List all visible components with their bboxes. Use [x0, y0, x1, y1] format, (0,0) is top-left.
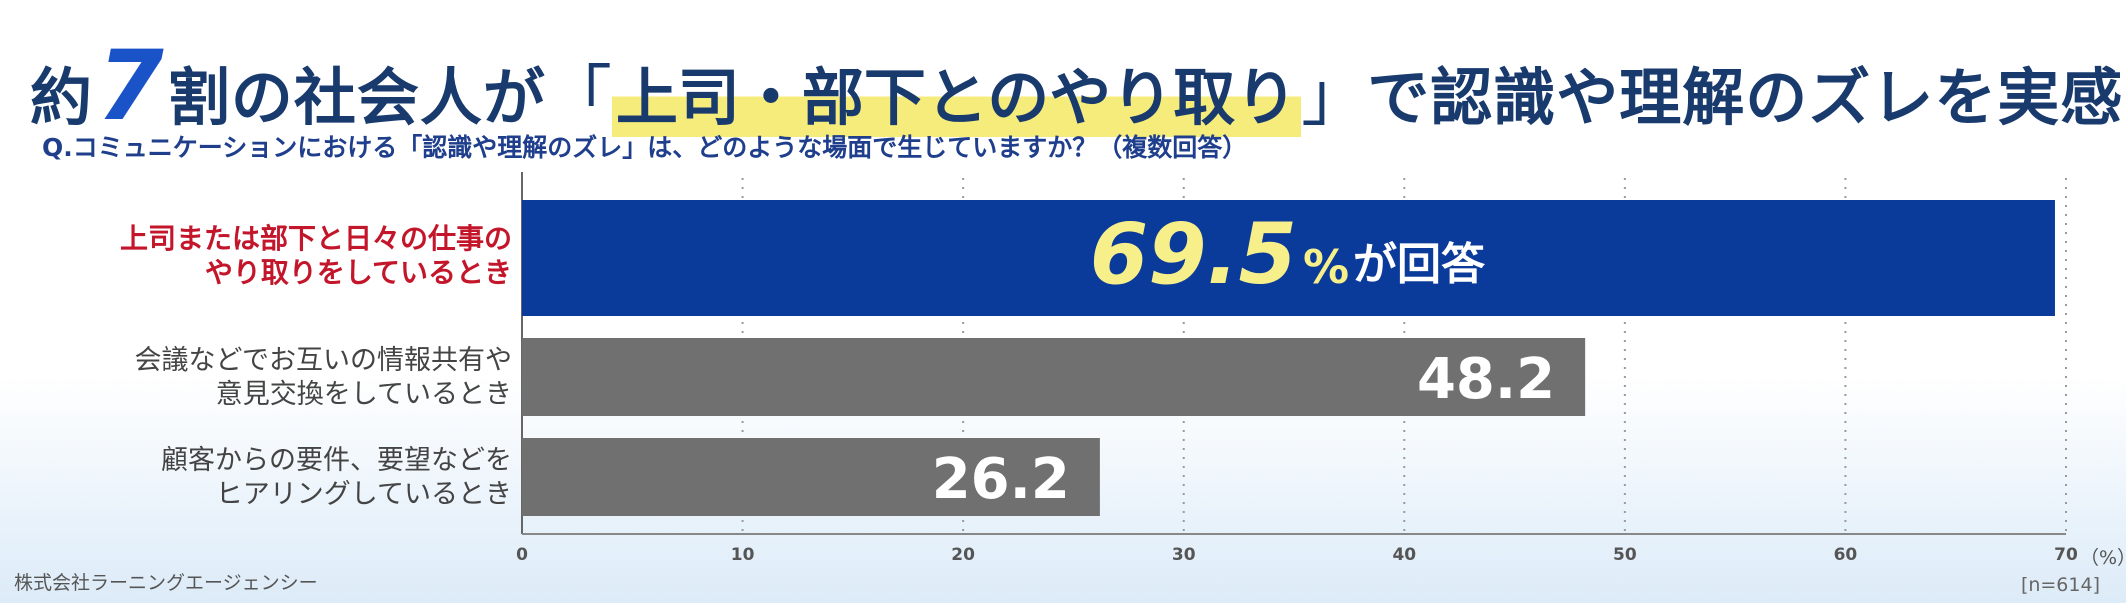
title-big-number: 7: [97, 30, 164, 142]
category-label-line: やり取りをしているとき: [204, 256, 512, 289]
x-tick-label: 70: [2054, 545, 2078, 565]
category-label: 上司または部下と日々の仕事の やり取りをしているとき: [120, 222, 512, 290]
bar: [522, 338, 1586, 416]
bar-value-label: 26.2: [932, 447, 1070, 512]
x-tick-label: 0: [516, 545, 528, 565]
x-tick-label: 60: [1834, 545, 1858, 565]
x-axis-unit: （%）: [2080, 547, 2126, 569]
bar-value-suffix: が回答: [1353, 239, 1486, 290]
bar: [522, 200, 2055, 316]
bar-value-label: 69.5: [1090, 205, 1297, 303]
x-tick-label: 20: [951, 545, 975, 565]
x-tick-label: 40: [1392, 545, 1416, 565]
title-part1: 約: [30, 61, 94, 134]
company-credit: 株式会社ラーニングエージェンシー: [14, 572, 318, 594]
title-bracket-open: 「: [545, 58, 612, 135]
title-part2: 割の社会人が: [167, 61, 546, 134]
category-label: 顧客からの要件、要望などを ヒアリングしているとき: [161, 444, 512, 512]
category-label-line: 上司または部下と日々の仕事の: [119, 222, 512, 255]
category-label-line: 会議などでお互いの情報共有や: [134, 345, 512, 376]
x-tick-label: 30: [1172, 545, 1196, 565]
title-bracket-close: 」: [1301, 58, 1368, 135]
chart-title: 約7割の社会人が「上司・部下とのやり取り」で認識や理解のズレを実感！: [30, 30, 2126, 142]
question-subtitle: Q.コミュニケーションにおける「認識や理解のズレ」は、どのような場面で生じていま…: [42, 133, 1248, 162]
title-part3: で認識や理解のズレを実感！: [1367, 61, 2126, 134]
title-highlight: 上司・部下とのやり取り: [611, 47, 1302, 137]
bar-value-label: 48.2: [1417, 347, 1555, 412]
category-label-line: 顧客からの要件、要望などを: [161, 445, 512, 476]
x-tick-label: 50: [1613, 545, 1637, 565]
category-label: 会議などでお互いの情報共有や 意見交換をしているとき: [135, 344, 512, 412]
sample-size: [n=614]: [2020, 574, 2100, 596]
category-label-line: 意見交換をしているとき: [215, 379, 512, 410]
x-tick-label: 10: [731, 545, 755, 565]
category-label-line: ヒアリングしているとき: [215, 479, 512, 510]
bar-value-percent: %: [1303, 240, 1349, 294]
bar: [522, 438, 1100, 516]
